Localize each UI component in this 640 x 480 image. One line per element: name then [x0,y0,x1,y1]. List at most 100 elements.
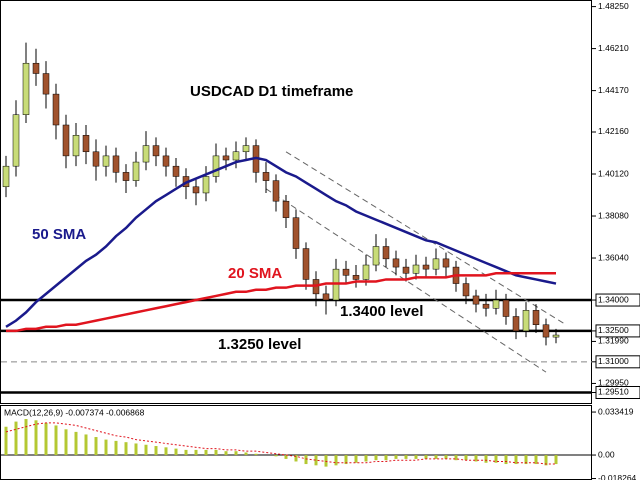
candle-body [22,62,30,115]
macd-bar [64,429,68,456]
y-tick-label: 1.34000 [598,294,629,304]
macd-bar [494,455,498,463]
trend-line [265,188,547,373]
candle-body [152,145,160,157]
candle-body [132,161,140,181]
candle-body [372,246,380,266]
macd-bar [4,426,8,456]
candle-body [122,172,130,181]
macd-bar [234,451,238,456]
candle-body [112,155,120,173]
macd-bar [474,455,478,462]
candle-body [282,200,290,218]
macd-bar [374,455,378,461]
y-tick-label: 1.36040 [598,252,629,262]
macd-bar [404,455,408,459]
macd-bar [334,455,338,466]
macd-bar [464,455,468,461]
macd-bar [154,446,158,456]
macd-bar [294,455,298,462]
y-tick-label: 1.38080 [598,210,629,220]
tick-box [595,385,640,399]
macd-bar [14,421,18,456]
macd-bar [454,455,458,461]
candle-body [52,93,60,126]
candle-body [442,258,450,268]
candle-body [12,114,20,167]
macd-bar [164,447,168,456]
macd-bar [94,437,98,456]
macd-bar [534,455,538,465]
candle-body [482,303,490,309]
candle-body [82,135,90,153]
candle-body [172,165,180,177]
candle-body [212,155,220,177]
macd-bar [244,452,248,456]
macd-bar [424,455,428,459]
y-tick-label: 1.32500 [598,325,629,335]
sma-line [5,156,557,328]
chart-title: USDCAD D1 timeframe [190,83,353,100]
candle-body [402,266,410,274]
macd-bar [134,443,138,456]
macd-bar [394,455,398,459]
macd-bar [224,451,228,456]
candle-body [532,310,540,325]
macd-bar [54,425,58,456]
annotation: 20 SMA [228,265,282,282]
macd-bar [514,455,518,465]
candle-body [502,299,510,317]
macd-bar [254,453,258,456]
annotation: 50 SMA [32,226,86,243]
candle-body [92,151,100,167]
macd-bar [414,455,418,459]
candle-body [462,283,470,297]
candle-body [522,310,530,332]
candle-body [472,295,480,305]
candle-body [362,264,370,280]
macd-bar [434,455,438,459]
candle-body [222,155,230,161]
candle-body [102,155,110,167]
tick-box [595,324,640,338]
macd-bar [314,455,318,466]
candle-body [162,155,170,167]
candle-body [232,151,240,161]
macd-label: MACD(12,26,9) -0.007374 -0.006868 [4,407,145,417]
macd-pane [0,405,592,480]
candle-body [142,145,150,163]
y-tick-label: 1.29950 [598,378,629,388]
macd-bar [344,455,348,465]
macd-bar [554,455,558,465]
macd-bar [484,455,488,463]
macd-bar [194,449,198,456]
macd-bar [544,455,548,466]
macd-bar [44,422,48,456]
candle-body [382,246,390,260]
macd-bar [524,455,528,465]
y-tick-label: 0.00 [598,449,615,459]
sma-line [6,272,556,333]
candle-body [422,264,430,270]
candle-body [432,258,440,270]
candle-body [412,264,420,274]
price-pane [0,0,592,404]
candle-body [62,124,70,157]
candle-body [192,186,200,194]
macd-bar [444,455,448,459]
y-tick-label: 1.40120 [598,168,629,178]
macd-bar [144,444,148,456]
candle-body [292,217,300,249]
macd-bar [84,434,88,456]
macd-bar [74,431,78,456]
macd-bar [24,419,28,456]
candle-body [352,275,360,280]
annotation: 1.3400 level [340,303,423,320]
candle-body [32,62,40,74]
candle-body [272,180,280,202]
macd-bar [304,455,308,465]
annotation: 1.3250 level [218,336,301,353]
macd-bar [114,440,118,456]
candle-body [42,73,50,95]
